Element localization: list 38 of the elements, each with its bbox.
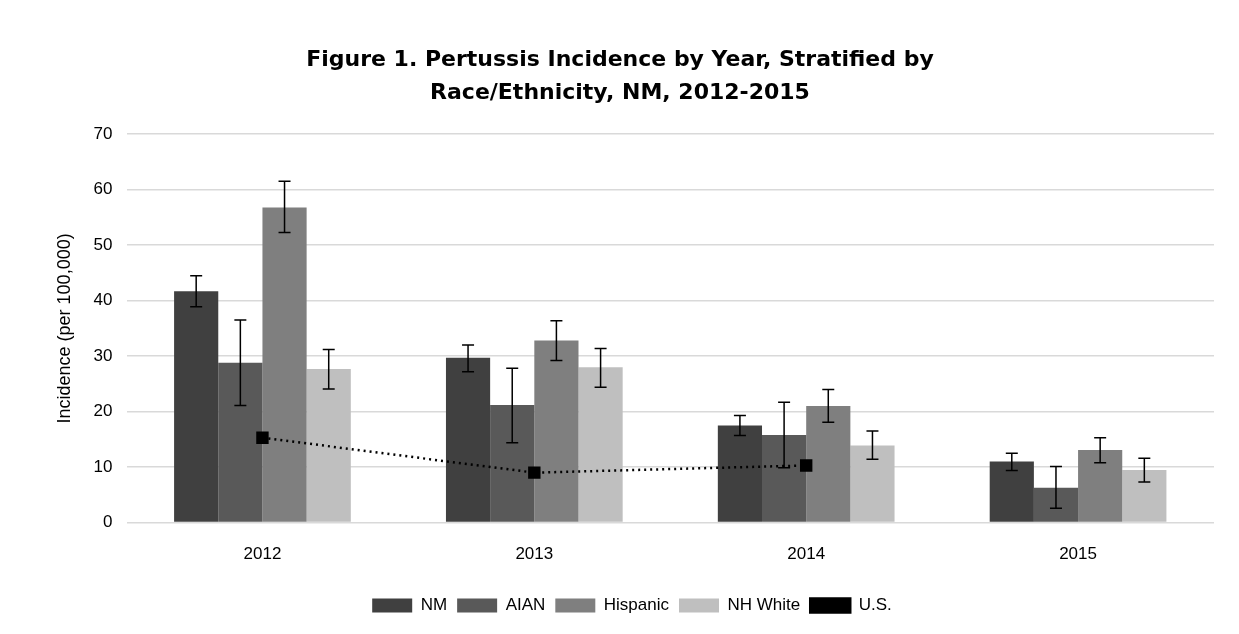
- legend-label: Hispanic: [603, 595, 670, 615]
- x-tick-label: 2014: [787, 544, 826, 564]
- y-axis-title: Incidence (per 100,000): [53, 233, 74, 424]
- x-tick-label: 2015: [1059, 544, 1097, 564]
- y-tick-label: 10: [93, 456, 113, 476]
- point: [799, 459, 813, 472]
- legend-label: NM: [420, 595, 448, 615]
- x-tick-label: 2012: [243, 544, 282, 564]
- legend-label: NH White: [727, 595, 801, 615]
- bar: [174, 291, 219, 522]
- y-tick-label: 20: [93, 401, 113, 421]
- legend-label: AIAN: [505, 595, 546, 615]
- x-tick-label: 2013: [515, 544, 554, 564]
- y-tick-label: 70: [93, 123, 113, 143]
- bar: [806, 406, 851, 522]
- bar: [445, 357, 491, 522]
- point: [256, 431, 269, 444]
- bar: [850, 445, 895, 522]
- bar: [262, 207, 307, 522]
- bar: [306, 368, 351, 522]
- bar: [1033, 487, 1079, 522]
- bar: [534, 340, 579, 522]
- bar: [1122, 469, 1167, 522]
- bar: [578, 367, 623, 522]
- bar: [490, 404, 535, 522]
- y-tick-label: 60: [93, 179, 113, 199]
- chart-title: Figure 1. Pertussis Incidence by Year, Stratified by Race/Ethnicity, NM, 2012-2015: [305, 45, 935, 106]
- bar: [218, 362, 263, 522]
- y-tick-label: 0: [103, 512, 113, 532]
- bar: [1078, 449, 1123, 522]
- point: [528, 466, 541, 479]
- y-tick-label: 40: [93, 290, 113, 310]
- legend-label: U.S.: [858, 595, 892, 615]
- bar: [989, 461, 1034, 522]
- bar: [762, 434, 807, 522]
- y-tick-label: 30: [93, 345, 113, 365]
- bar: [717, 425, 763, 522]
- y-tick-label: 50: [93, 234, 113, 254]
